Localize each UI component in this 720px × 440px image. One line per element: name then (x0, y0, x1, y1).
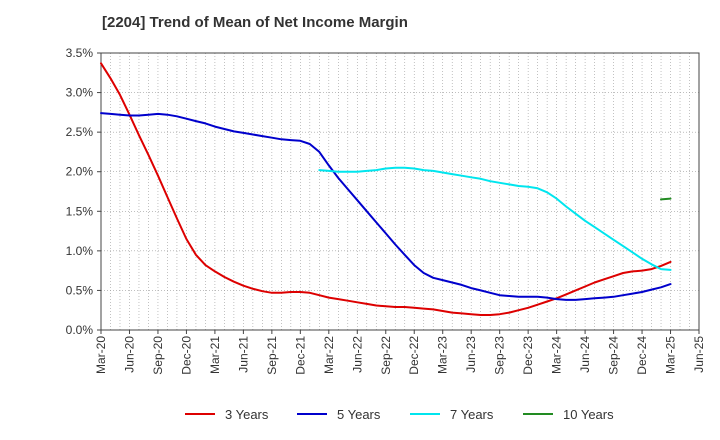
y-tick-label: 1.5% (66, 204, 94, 218)
legend: 3 Years 5 Years 7 Years 10 Years (0, 404, 720, 426)
x-tick-label: Mar-22 (322, 336, 336, 374)
series-line-5-years (100, 112, 672, 301)
y-tick-label: 0.0% (66, 323, 94, 337)
y-tick-label: 3.0% (66, 86, 94, 100)
x-tick-label: Mar-21 (208, 336, 222, 374)
grid (101, 53, 699, 330)
plot-frame (100, 52, 700, 331)
legend-label-10-years: 10 Years (563, 406, 614, 422)
x-tick-label: Sep-24 (607, 336, 621, 375)
x-tick-label: Dec-20 (179, 336, 193, 375)
series-line-7-years (318, 166, 672, 271)
x-tick-label: Mar-24 (550, 336, 564, 374)
x-tick-label: Sep-23 (493, 336, 507, 375)
x-tick-label: Sep-21 (265, 336, 279, 375)
x-tick-label: Dec-21 (293, 336, 307, 375)
legend-item-5-years: 5 Years (297, 404, 380, 424)
x-tick-label: Mar-23 (436, 336, 450, 374)
legend-item-10-years: 10 Years (523, 404, 614, 424)
legend-swatch-5-years (297, 413, 327, 415)
legend-swatch-3-years (185, 413, 215, 415)
legend-swatch-10-years (523, 413, 553, 415)
y-tick-label: 2.5% (66, 125, 94, 139)
x-tick-label: Mar-20 (94, 336, 108, 374)
series-line-3-years (100, 62, 672, 316)
x-tick-label: Jun-20 (122, 336, 136, 373)
x-tick-label: Mar-25 (664, 336, 678, 374)
x-tick-label: Dec-24 (635, 336, 649, 375)
legend-label-3-years: 3 Years (225, 406, 269, 422)
legend-item-7-years: 7 Years (410, 404, 493, 424)
x-tick-label: Jun-22 (350, 336, 364, 373)
legend-item-3-years: 3 Years (185, 404, 268, 424)
axes: 0.0% 0.5% 1.0% 1.5% 2.0% 2.5% 3.0% 3.5% Mar-20 Ju… (66, 46, 706, 375)
x-tick-label: Jun-24 (578, 336, 592, 373)
y-tick-label: 0.5% (66, 283, 94, 297)
y-tick-label: 2.0% (66, 165, 94, 179)
x-tick-label: Sep-22 (379, 336, 393, 375)
legend-swatch-7-years (410, 413, 440, 415)
y-tick-label: 3.5% (66, 46, 94, 60)
x-tick-label: Jun-21 (236, 336, 250, 373)
x-tick-label: Sep-20 (151, 336, 165, 375)
y-tick-label: 1.0% (66, 244, 94, 258)
series-lines (100, 62, 672, 316)
chart-title: [2204] Trend of Mean of Net Income Margi… (102, 14, 408, 31)
x-tick-label: Dec-23 (521, 336, 535, 375)
x-tick-label: Jun-25 (692, 336, 706, 373)
series-line-10-years (660, 197, 672, 201)
x-tick-label: Dec-22 (407, 336, 421, 375)
legend-label-5-years: 5 Years (337, 406, 381, 422)
x-tick-label: Jun-23 (464, 336, 478, 373)
legend-label-7-years: 7 Years (450, 406, 494, 422)
